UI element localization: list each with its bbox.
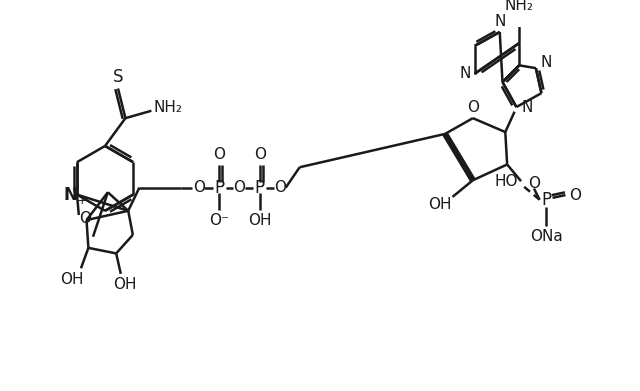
Text: O: O	[193, 180, 205, 195]
Text: O⁻: O⁻	[209, 213, 229, 228]
Text: NH₂: NH₂	[154, 100, 182, 115]
Text: O: O	[79, 211, 91, 226]
Text: O: O	[529, 176, 540, 192]
Text: O: O	[234, 180, 245, 195]
Text: OH: OH	[113, 278, 136, 292]
Text: O: O	[274, 180, 286, 195]
Text: N: N	[460, 66, 471, 81]
Text: NH₂: NH₂	[505, 0, 534, 13]
Text: P: P	[541, 191, 551, 209]
Text: N: N	[540, 55, 552, 70]
Text: OH: OH	[248, 213, 271, 228]
Text: O: O	[569, 188, 580, 203]
Text: ONa: ONa	[530, 229, 563, 244]
Text: O: O	[467, 100, 479, 115]
Text: HO: HO	[495, 174, 518, 189]
Text: N: N	[494, 14, 506, 29]
Text: O: O	[254, 147, 266, 162]
Text: O: O	[213, 147, 225, 162]
Text: OH: OH	[428, 197, 451, 212]
Text: N: N	[63, 186, 77, 204]
Text: P: P	[214, 179, 224, 197]
Text: S: S	[113, 68, 124, 86]
Text: N: N	[522, 100, 533, 115]
Text: P: P	[255, 179, 265, 197]
Text: +: +	[76, 194, 87, 207]
Text: OH: OH	[60, 272, 83, 287]
